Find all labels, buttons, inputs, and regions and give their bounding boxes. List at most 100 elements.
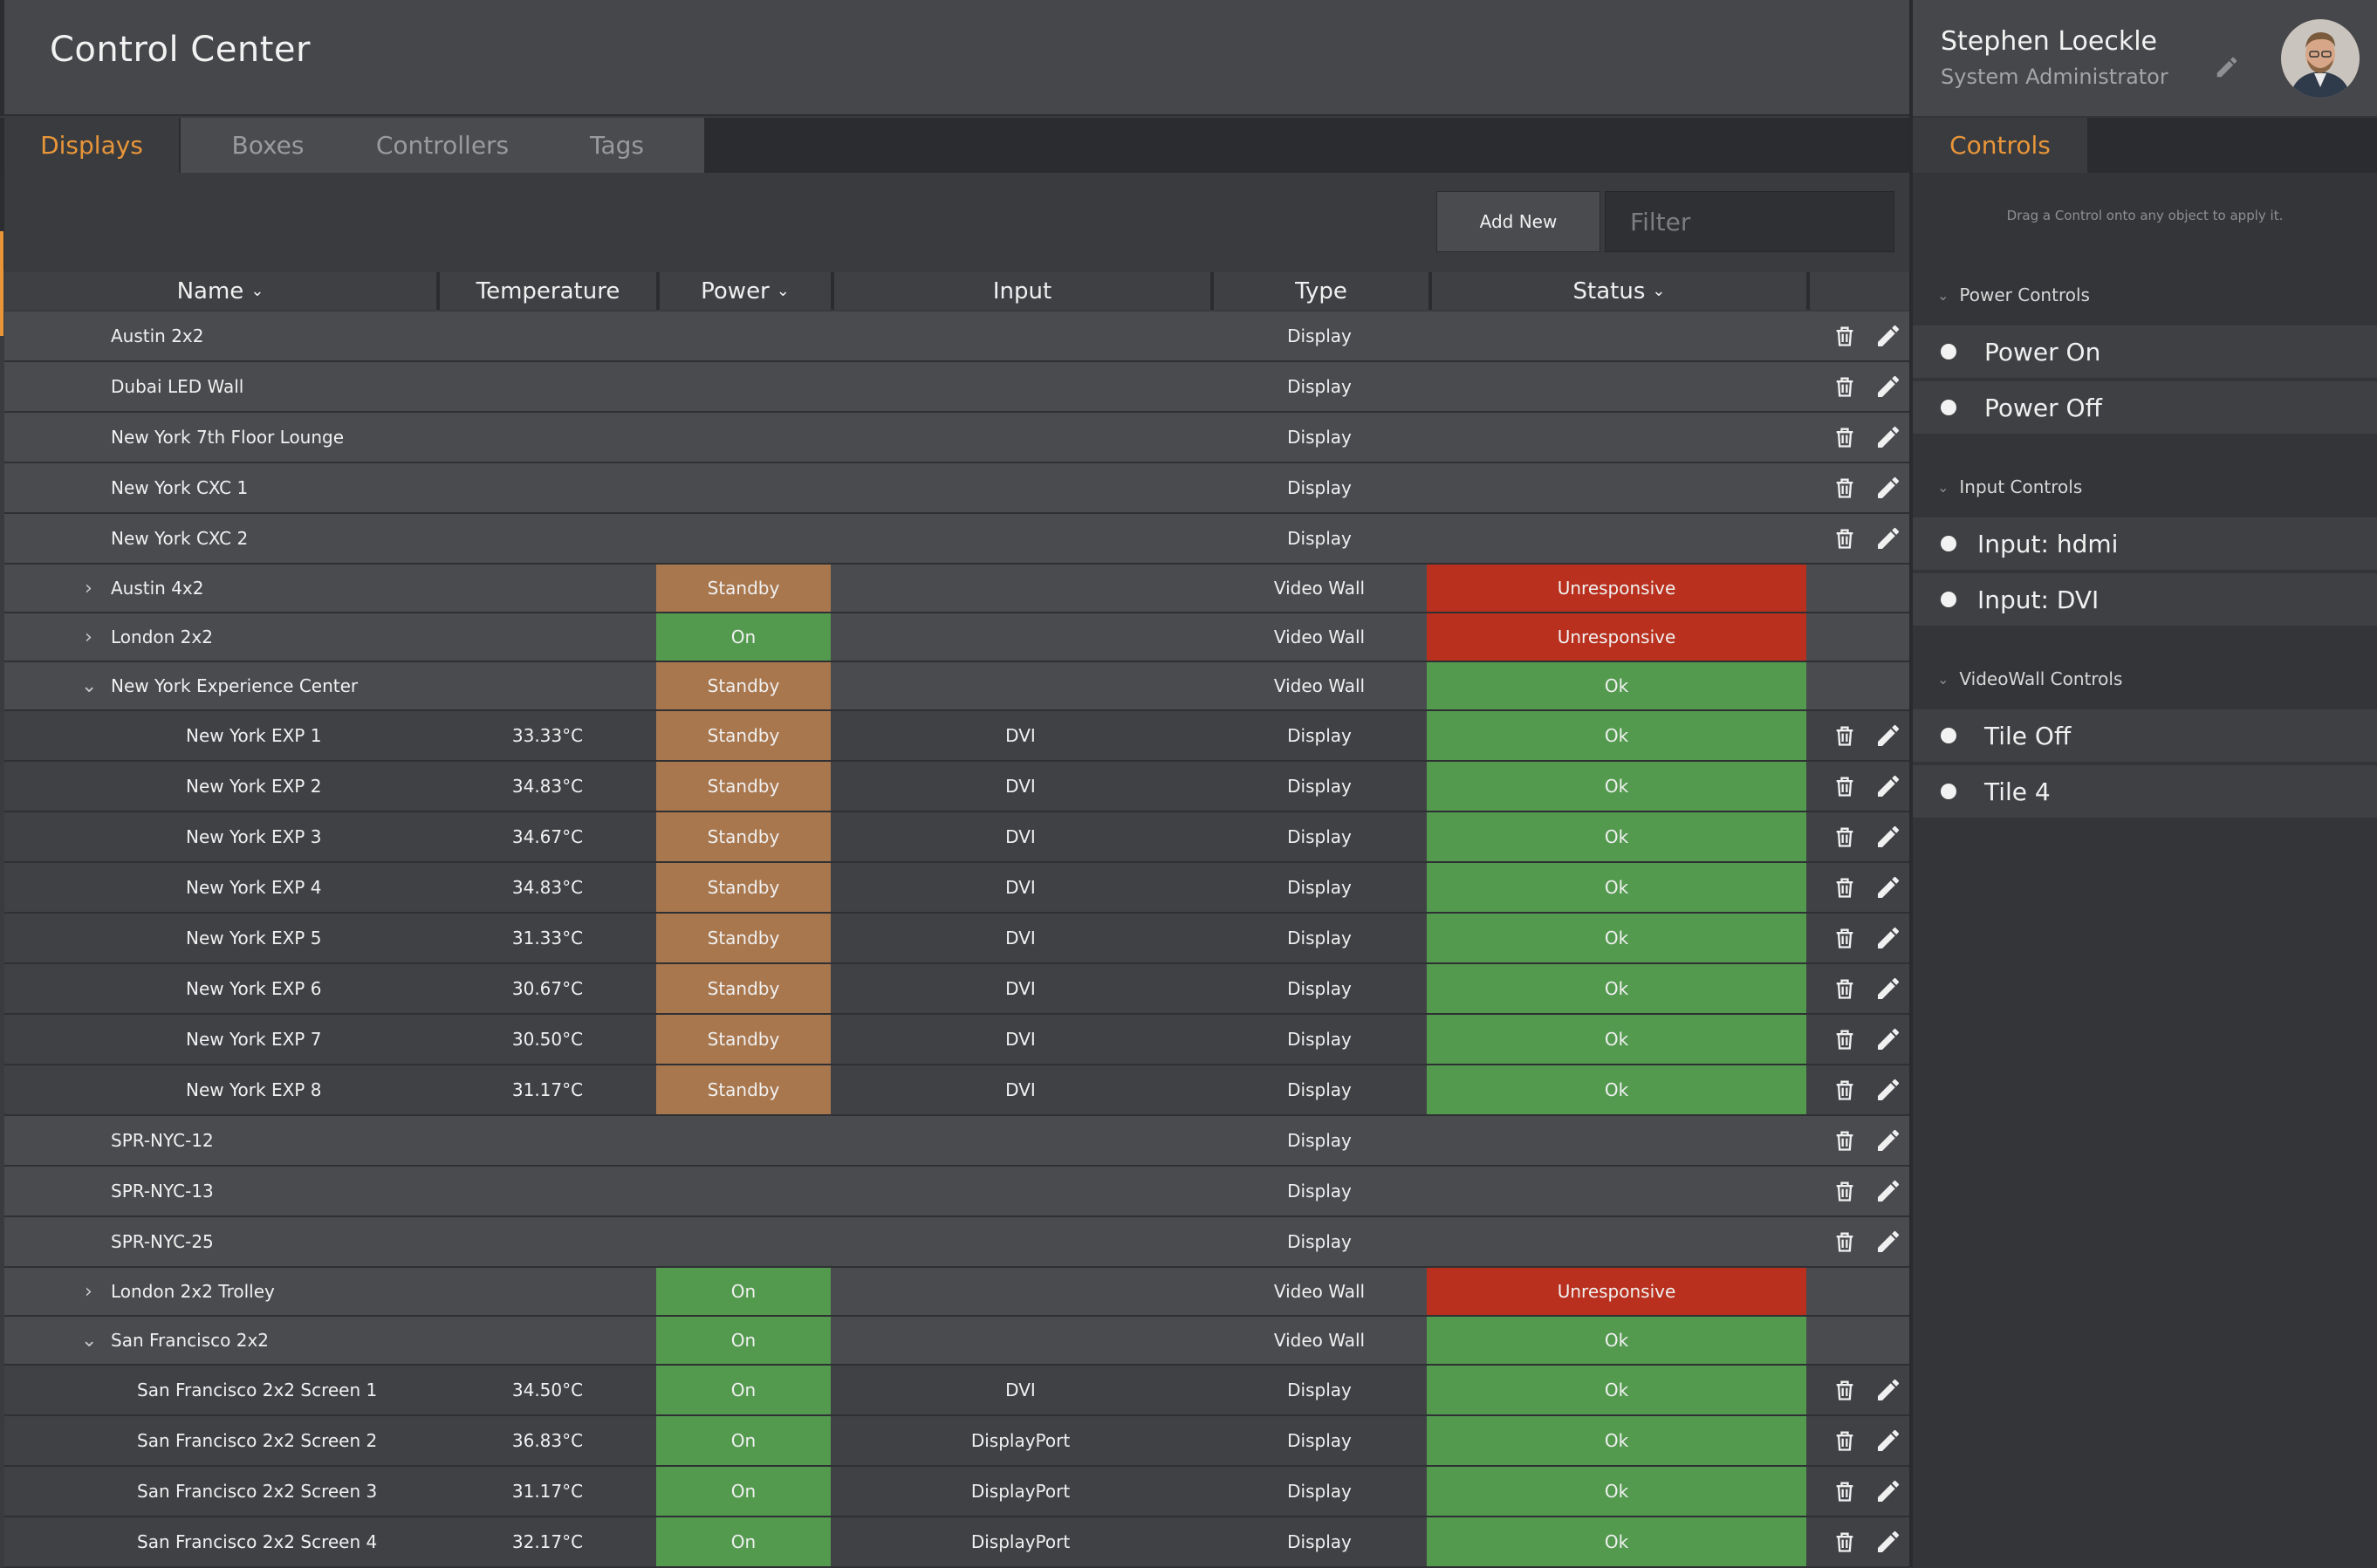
pencil-icon[interactable] — [1874, 1076, 1902, 1104]
cell-actions — [1806, 812, 1909, 861]
pencil-icon[interactable] — [1874, 1228, 1902, 1256]
column-header-name[interactable]: Name ⌄ — [4, 272, 436, 310]
table-row-new-york-exp-8[interactable]: New York EXP 8 31.17°C Standby DVI Display Ok — [4, 1065, 1909, 1116]
table-row-dubai-led-wall[interactable]: Dubai LED Wall Display — [4, 362, 1909, 413]
trash-icon[interactable] — [1832, 423, 1857, 451]
filter-input[interactable] — [1605, 191, 1894, 252]
cell-status: Ok — [1427, 863, 1806, 912]
pencil-icon[interactable] — [1874, 975, 1902, 1003]
chevron-right-icon[interactable]: › — [85, 626, 92, 648]
table-row-san-francisco-2x2-screen-4[interactable]: San Francisco 2x2 Screen 4 32.17°C On Displ… — [4, 1517, 1909, 1568]
table-row-austin-4x2[interactable]: › Austin 4x2 Standby Video Wall Unresponsive — [4, 565, 1909, 613]
table-row-new-york-7th-floor-lounge[interactable]: New York 7th Floor Lounge Display — [4, 413, 1909, 463]
chevron-down-icon[interactable]: ⌄ — [81, 1329, 98, 1352]
tab-displays[interactable]: Displays — [4, 118, 179, 173]
column-header-type[interactable]: Type — [1214, 272, 1428, 310]
control-input-hdmi[interactable]: Input: hdmi — [1913, 517, 2377, 570]
trash-icon[interactable] — [1832, 1025, 1857, 1053]
control-tile-off[interactable]: Tile Off — [1913, 709, 2377, 762]
table-row-san-francisco-2x2-screen-1[interactable]: San Francisco 2x2 Screen 1 34.50°C On DVI Di… — [4, 1366, 1909, 1416]
table-row-san-francisco-2x2-screen-2[interactable]: San Francisco 2x2 Screen 2 36.83°C On Displ… — [4, 1416, 1909, 1467]
pencil-icon[interactable] — [1874, 1177, 1902, 1205]
table-row-new-york-exp-6[interactable]: New York EXP 6 30.67°C Standby DVI Display Ok — [4, 964, 1909, 1015]
trash-icon[interactable] — [1832, 1076, 1857, 1104]
table-row-new-york-exp-1[interactable]: New York EXP 1 33.33°C Standby DVI Display Ok — [4, 711, 1909, 762]
control-tile-4[interactable]: Tile 4 — [1913, 765, 2377, 818]
table-row-london-2x2[interactable]: › London 2x2 On Video Wall Unresponsive — [4, 613, 1909, 662]
pencil-icon[interactable] — [1874, 322, 1902, 350]
group-power-controls[interactable]: ⌄ Power Controls — [1937, 284, 2090, 305]
tab-boxes[interactable]: Boxes — [181, 118, 355, 173]
control-power-on[interactable]: Power On — [1913, 325, 2377, 378]
tab-controls[interactable]: Controls — [1913, 118, 2087, 173]
pencil-icon[interactable] — [1874, 524, 1902, 552]
tab-controllers[interactable]: Controllers — [355, 118, 530, 173]
pencil-icon[interactable] — [1874, 823, 1902, 851]
chevron-right-icon[interactable]: › — [85, 1280, 92, 1303]
trash-icon[interactable] — [1832, 924, 1857, 952]
table-row-new-york-experience-center[interactable]: ⌄ New York Experience Center Standby Video … — [4, 662, 1909, 711]
trash-icon[interactable] — [1832, 1228, 1857, 1256]
control-power-off[interactable]: Power Off — [1913, 381, 2377, 434]
add-new-button[interactable]: Add New — [1436, 191, 1600, 252]
table-row-london-2x2-trolley[interactable]: › London 2x2 Trolley On Video Wall Unrespons… — [4, 1268, 1909, 1317]
column-header-input[interactable]: Input — [834, 272, 1210, 310]
trash-icon[interactable] — [1832, 322, 1857, 350]
pencil-icon[interactable] — [1874, 1477, 1902, 1505]
table-row-san-francisco-2x2-screen-3[interactable]: San Francisco 2x2 Screen 3 31.17°C On Displ… — [4, 1467, 1909, 1517]
pencil-icon[interactable] — [1874, 1427, 1902, 1455]
trash-icon[interactable] — [1832, 373, 1857, 401]
cell-status — [1427, 1167, 1806, 1215]
pencil-icon[interactable] — [1874, 474, 1902, 502]
trash-icon[interactable] — [1832, 823, 1857, 851]
trash-icon[interactable] — [1832, 722, 1857, 750]
trash-icon[interactable] — [1832, 1126, 1857, 1154]
trash-icon[interactable] — [1832, 1427, 1857, 1455]
pencil-icon[interactable] — [1874, 924, 1902, 952]
pencil-icon[interactable] — [1874, 373, 1902, 401]
table-row-new-york-exp-4[interactable]: New York EXP 4 34.83°C Standby DVI Display Ok — [4, 863, 1909, 914]
control-input-dvi[interactable]: Input: DVI — [1913, 573, 2377, 626]
pencil-icon[interactable] — [1874, 423, 1902, 451]
trash-icon[interactable] — [1832, 1528, 1857, 1556]
table-row-new-york-exp-5[interactable]: New York EXP 5 31.33°C Standby DVI Display Ok — [4, 914, 1909, 964]
chevron-down-icon[interactable]: ⌄ — [81, 674, 98, 697]
avatar[interactable] — [2281, 19, 2360, 98]
table-row-new-york-cxc-1[interactable]: New York CXC 1 Display — [4, 463, 1909, 514]
cell-input — [831, 312, 1210, 360]
table-row-new-york-cxc-2[interactable]: New York CXC 2 Display — [4, 514, 1909, 565]
pencil-icon[interactable] — [1874, 1025, 1902, 1053]
pencil-icon[interactable] — [1874, 1126, 1902, 1154]
trash-icon[interactable] — [1832, 1376, 1857, 1404]
tab-tags[interactable]: Tags — [530, 118, 704, 173]
pencil-icon[interactable] — [1874, 722, 1902, 750]
table-row-new-york-exp-2[interactable]: New York EXP 2 34.83°C Standby DVI Display Ok — [4, 762, 1909, 812]
table-row-spr-nyc-13[interactable]: SPR-NYC-13 Display — [4, 1167, 1909, 1217]
pencil-icon[interactable] — [1874, 873, 1902, 901]
table-row-spr-nyc-25[interactable]: SPR-NYC-25 Display — [4, 1217, 1909, 1268]
trash-icon[interactable] — [1832, 524, 1857, 552]
table-row-new-york-exp-3[interactable]: New York EXP 3 34.67°C Standby DVI Display Ok — [4, 812, 1909, 863]
table-row-san-francisco-2x2[interactable]: ⌄ San Francisco 2x2 On Video Wall Ok — [4, 1317, 1909, 1366]
column-header-label: Temperature — [476, 277, 620, 305]
trash-icon[interactable] — [1832, 1477, 1857, 1505]
chevron-right-icon[interactable]: › — [85, 577, 92, 599]
pencil-icon[interactable] — [1874, 772, 1902, 800]
table-row-spr-nyc-12[interactable]: SPR-NYC-12 Display — [4, 1116, 1909, 1167]
control-label: Power On — [1984, 337, 2101, 366]
column-header-temperature[interactable]: Temperature — [440, 272, 656, 310]
trash-icon[interactable] — [1832, 474, 1857, 502]
group-input-controls[interactable]: ⌄ Input Controls — [1937, 476, 2082, 497]
trash-icon[interactable] — [1832, 975, 1857, 1003]
pencil-icon[interactable] — [2214, 54, 2240, 80]
pencil-icon[interactable] — [1874, 1376, 1902, 1404]
column-header-status[interactable]: Status ⌄ — [1432, 272, 1806, 310]
group-videowall-controls[interactable]: ⌄ VideoWall Controls — [1937, 668, 2122, 689]
trash-icon[interactable] — [1832, 1177, 1857, 1205]
table-row-new-york-exp-7[interactable]: New York EXP 7 30.50°C Standby DVI Display Ok — [4, 1015, 1909, 1065]
column-header-power[interactable]: Power ⌄ — [660, 272, 831, 310]
trash-icon[interactable] — [1832, 772, 1857, 800]
pencil-icon[interactable] — [1874, 1528, 1902, 1556]
trash-icon[interactable] — [1832, 873, 1857, 901]
table-row-austin-2x2[interactable]: Austin 2x2 Display — [4, 312, 1909, 362]
